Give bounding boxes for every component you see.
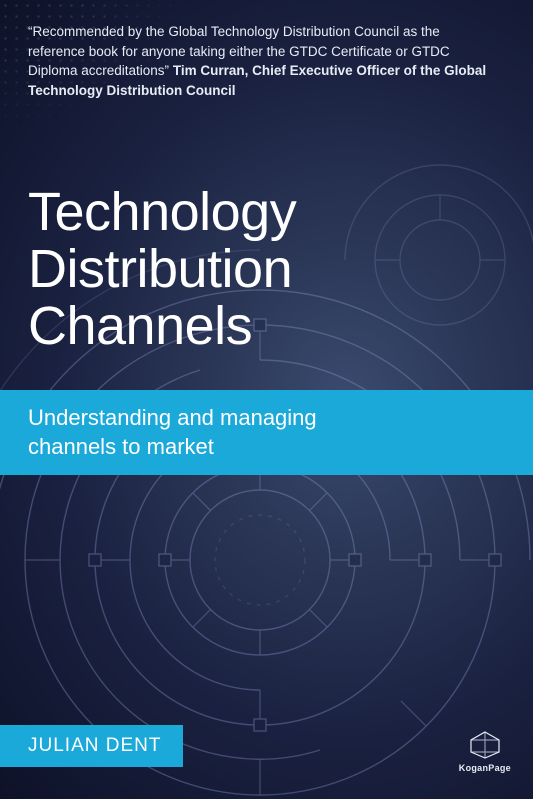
title-line-1: Technology	[28, 184, 513, 241]
book-subtitle: Understanding and managing channels to m…	[28, 404, 388, 461]
title-line-2: Distribution	[28, 241, 513, 298]
book-cover: “Recommended by the Global Technology Di…	[0, 0, 533, 799]
endorsement-quote: “Recommended by the Global Technology Di…	[28, 22, 493, 100]
publisher-logo-icon	[468, 730, 502, 760]
publisher-name: KoganPage	[459, 763, 511, 773]
publisher-mark: KoganPage	[459, 730, 511, 773]
title-line-3: Channels	[28, 298, 513, 355]
author-name: JULIAN DENT	[28, 735, 161, 757]
book-title: Technology Distribution Channels	[28, 184, 513, 356]
author-bar: JULIAN DENT	[0, 725, 183, 767]
subtitle-bar: Understanding and managing channels to m…	[0, 390, 533, 475]
